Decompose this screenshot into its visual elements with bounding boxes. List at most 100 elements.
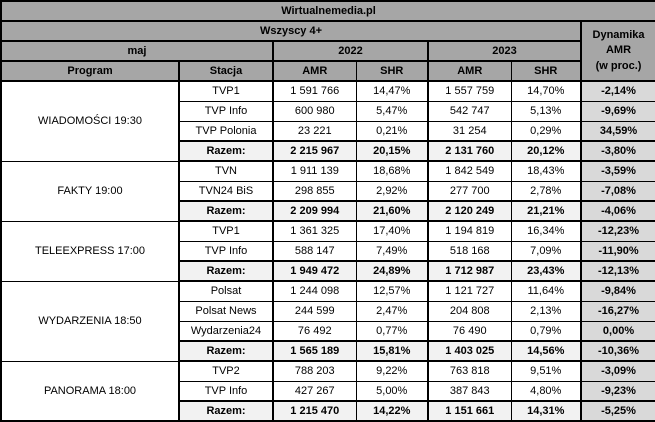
cell-amr-2022: 23 221: [272, 120, 357, 142]
table-row: TVP Info 588 147 7,49% 518 168 7,09% -11…: [1, 240, 655, 262]
cell-amr-2022: 1 911 139: [272, 160, 357, 182]
cell-dynamics: -5,25%: [579, 400, 655, 422]
cell-shr-2023: 0,29%: [510, 120, 582, 142]
program-cell: TELEEXPRESS 17:00: [0, 220, 180, 282]
cell-dynamics: -7,08%: [579, 180, 655, 202]
cell-shr-2023: 11,64%: [510, 280, 582, 302]
cell-dynamics: -9,23%: [579, 380, 655, 402]
table-row: TELEEXPRESS 17:00 TVP1 1 361 325 17,40% …: [0, 220, 655, 282]
total-row: Razem: 2 215 967 20,15% 2 131 760 20,12%…: [1, 140, 655, 162]
program-column-header: Program: [0, 60, 180, 82]
cell-shr-2023: 7,09%: [510, 240, 582, 262]
cell-dynamics: -11,90%: [579, 240, 655, 262]
amr-2023-column-header: AMR: [427, 60, 512, 82]
cell-amr-2022: 2 209 994: [272, 200, 357, 222]
cell-dynamics: -9,84%: [579, 280, 655, 302]
total-row: Razem: 2 209 994 21,60% 2 120 249 21,21%…: [1, 200, 655, 222]
table-row: Polsat News 244 599 2,47% 204 808 2,13% …: [1, 300, 655, 322]
cell-shr-2023: 9,51%: [510, 360, 582, 382]
cell-shr-2023: 20,12%: [510, 140, 582, 162]
cell-shr-2022: 0,77%: [355, 320, 429, 342]
total-row: Razem: 1 949 472 24,89% 1 712 987 23,43%…: [1, 260, 655, 282]
program-cell: WIADOMOŚCI 19:30: [0, 80, 180, 162]
cell-station: TVP1: [178, 220, 274, 242]
cell-amr-2023: 2 120 249: [427, 200, 512, 222]
table-row: TVP Info 600 980 5,47% 542 747 5,13% -9,…: [1, 100, 655, 122]
cell-shr-2023: 14,56%: [510, 340, 582, 362]
table-row: FAKTY 19:00 TVN 1 911 139 18,68% 1 842 5…: [0, 160, 655, 222]
audience-header: Wszyscy 4+: [0, 20, 582, 42]
cell-amr-2022: 788 203: [272, 360, 357, 382]
cell-shr-2022: 5,47%: [355, 100, 429, 122]
year-2023-header: 2023: [427, 40, 582, 62]
cell-shr-2023: 21,21%: [510, 200, 582, 222]
cell-station: TVP Polonia: [178, 120, 274, 142]
cell-dynamics: 34,59%: [579, 120, 655, 142]
cell-station: TVP Info: [178, 380, 274, 402]
cell-station: TVP Info: [178, 240, 274, 262]
cell-shr-2022: 7,49%: [355, 240, 429, 262]
total-row: Razem: 1 565 189 15,81% 1 403 025 14,56%…: [1, 340, 655, 362]
cell-amr-2022: 2 215 967: [272, 140, 357, 162]
cell-amr-2023: 1 842 549: [427, 160, 512, 182]
table-title: Wirtualnemedia.pl: [0, 0, 655, 22]
cell-shr-2022: 12,57%: [355, 280, 429, 302]
cell-dynamics: -3,59%: [579, 160, 655, 182]
cell-station: TVN24 BiS: [178, 180, 274, 202]
program-cell: FAKTY 19:00: [0, 160, 180, 222]
table-row: PANORAMA 18:00 TVP2 788 203 9,22% 763 81…: [0, 360, 655, 422]
cell-dynamics: -12,23%: [579, 220, 655, 242]
cell-amr-2022: 1 565 189: [272, 340, 357, 362]
month-header: maj: [0, 40, 274, 62]
cell-shr-2023: 16,34%: [510, 220, 582, 242]
cell-shr-2023: 23,43%: [510, 260, 582, 282]
cell-shr-2022: 5,00%: [355, 380, 429, 402]
cell-amr-2023: 387 843: [427, 380, 512, 402]
cell-dynamics: 0,00%: [579, 320, 655, 342]
shr-2023-column-header: SHR: [510, 60, 582, 82]
cell-shr-2023: 4,80%: [510, 380, 582, 402]
table-row: WIADOMOŚCI 19:30 TVP1 1 591 766 14,47% 1…: [0, 80, 655, 162]
cell-shr-2022: 18,68%: [355, 160, 429, 182]
table-row: TVP Info 427 267 5,00% 387 843 4,80% -9,…: [1, 380, 655, 402]
cell-amr-2023: 1 194 819: [427, 220, 512, 242]
cell-shr-2022: 17,40%: [355, 220, 429, 242]
cell-station: TVP1: [178, 80, 274, 102]
total-label: Razem:: [178, 200, 274, 222]
cell-amr-2023: 763 818: [427, 360, 512, 382]
cell-dynamics: -9,69%: [579, 100, 655, 122]
cell-amr-2022: 1 361 325: [272, 220, 357, 242]
cell-amr-2023: 1 712 987: [427, 260, 512, 282]
station-column-header: Stacja: [178, 60, 274, 82]
cell-amr-2023: 1 403 025: [427, 340, 512, 362]
total-label: Razem:: [178, 400, 274, 422]
cell-station: Wydarzenia24: [178, 320, 274, 342]
cell-amr-2022: 1 244 098: [272, 280, 357, 302]
program-cell: PANORAMA 18:00: [0, 360, 180, 422]
cell-station: TVP2: [178, 360, 274, 382]
cell-dynamics: -3,09%: [579, 360, 655, 382]
cell-shr-2023: 14,70%: [510, 80, 582, 102]
cell-amr-2023: 1 557 759: [427, 80, 512, 102]
cell-amr-2022: 298 855: [272, 180, 357, 202]
cell-station: TVN: [178, 160, 274, 182]
cell-amr-2023: 204 808: [427, 300, 512, 322]
cell-station: TVP Info: [178, 100, 274, 122]
table-row: TVP Polonia 23 221 0,21% 31 254 0,29% 34…: [1, 120, 655, 142]
cell-dynamics: -2,14%: [579, 80, 655, 102]
dynamics-header: Dynamika AMR (w proc.): [579, 20, 655, 82]
cell-amr-2022: 600 980: [272, 100, 357, 122]
cell-amr-2023: 277 700: [427, 180, 512, 202]
cell-dynamics: -3,80%: [579, 140, 655, 162]
cell-dynamics: -16,27%: [579, 300, 655, 322]
total-row: Razem: 1 215 470 14,22% 1 151 661 14,31%…: [1, 400, 655, 422]
cell-dynamics: -4,06%: [579, 200, 655, 222]
program-cell: WYDARZENIA 18:50: [0, 280, 180, 362]
dynamics-header-line2: AMR: [605, 44, 632, 57]
cell-station: Polsat News: [178, 300, 274, 322]
cell-shr-2022: 2,47%: [355, 300, 429, 322]
cell-shr-2022: 9,22%: [355, 360, 429, 382]
cell-amr-2023: 2 131 760: [427, 140, 512, 162]
cell-shr-2022: 0,21%: [355, 120, 429, 142]
